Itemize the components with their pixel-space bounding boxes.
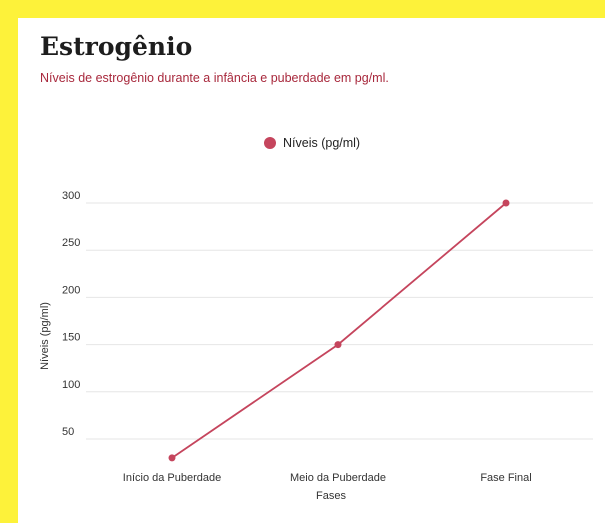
data-point: [334, 341, 342, 349]
x-tick-label: Início da Puberdade: [123, 472, 221, 484]
chart-subtitle: Níveis de estrogênio durante a infância …: [40, 71, 389, 85]
legend: Níveis (pg/ml): [264, 136, 360, 150]
series-layer: [168, 199, 510, 462]
x-axis-ticks: Início da Puberdade Meio da Puberdade Fase…: [123, 472, 532, 484]
legend-swatch: [264, 137, 276, 149]
legend-label: Níveis (pg/ml): [283, 136, 360, 150]
y-axis-ticks: 50 100 150 200 250 300: [62, 190, 80, 438]
y-axis-title: Níveis (pg/ml): [39, 302, 51, 370]
x-tick-label: Meio da Puberdade: [290, 472, 386, 484]
x-axis-title: Fases: [316, 490, 346, 502]
grid-lines: [86, 202, 593, 440]
chart-card: Estrogênio Níveis de estrogênio durante …: [18, 18, 605, 523]
series-line: [171, 202, 507, 459]
chart-title: Estrogênio: [40, 32, 193, 61]
line-chart: 50 100 150 200 250 300 Início da Puberdade Mei…: [39, 136, 593, 502]
data-point: [168, 454, 176, 462]
y-tick-label: 50: [62, 426, 74, 438]
y-tick-label: 100: [62, 379, 80, 391]
y-tick-label: 300: [62, 190, 80, 202]
y-tick-label: 250: [62, 237, 80, 249]
y-tick-label: 150: [62, 332, 80, 344]
x-tick-label: Fase Final: [480, 472, 531, 484]
y-tick-label: 200: [62, 284, 80, 296]
data-point: [502, 199, 510, 207]
